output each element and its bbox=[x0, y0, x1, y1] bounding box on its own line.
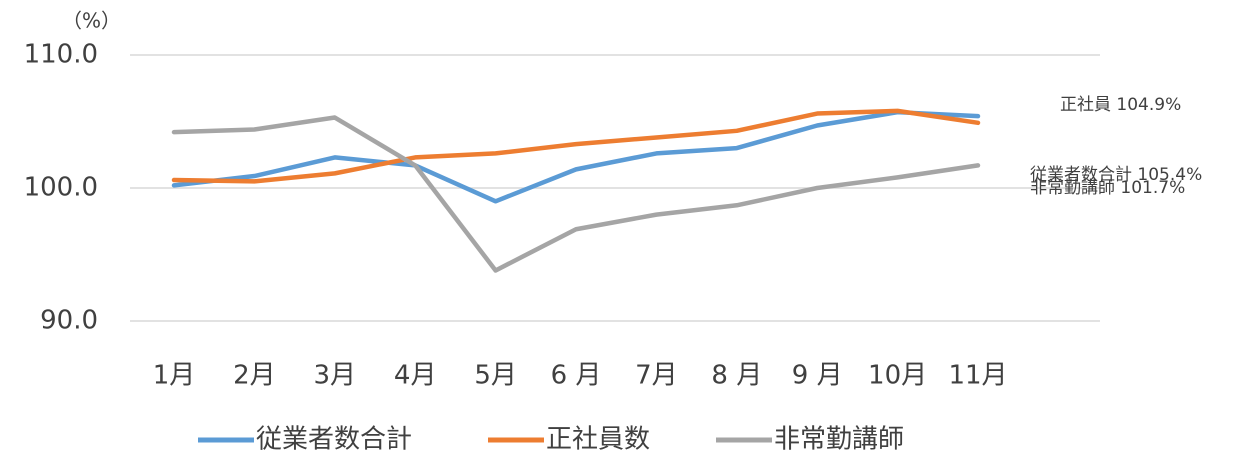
y-tick-label: 110.0 bbox=[24, 40, 98, 70]
y-axis-label: （%） bbox=[62, 9, 121, 33]
x-tick-label: 7月 bbox=[635, 361, 678, 391]
series-line bbox=[171, 115, 981, 273]
series-line bbox=[171, 109, 981, 204]
x-tick-label: 6 月 bbox=[551, 361, 602, 391]
y-tick-label: 100.0 bbox=[24, 173, 98, 203]
y-tick-label: 90.0 bbox=[40, 306, 98, 336]
annotation: 従業者数合計 105.4% bbox=[1030, 165, 1202, 185]
annotation: 正社員 104.9% bbox=[1060, 95, 1181, 115]
x-tick-label: 11月 bbox=[948, 361, 1007, 391]
x-tick-label: 10月 bbox=[868, 361, 927, 391]
annotation: 非常勤講師 101.7% bbox=[1030, 178, 1185, 198]
x-tick-label: 4月 bbox=[394, 361, 437, 391]
legend-label: 正社員数 bbox=[546, 425, 650, 455]
series-line bbox=[171, 108, 981, 184]
x-tick-label: 5月 bbox=[474, 361, 517, 391]
x-tick-label: 9 月 bbox=[792, 361, 843, 391]
x-tick-label: 3月 bbox=[314, 361, 357, 391]
x-tick-label: 8 月 bbox=[711, 361, 762, 391]
legend-label: 従業者数合計 bbox=[256, 425, 412, 455]
x-tick-label: 2月 bbox=[233, 361, 276, 391]
legend-label: 非常勤講師 bbox=[774, 425, 904, 455]
x-tick-label: 1月 bbox=[153, 361, 196, 391]
